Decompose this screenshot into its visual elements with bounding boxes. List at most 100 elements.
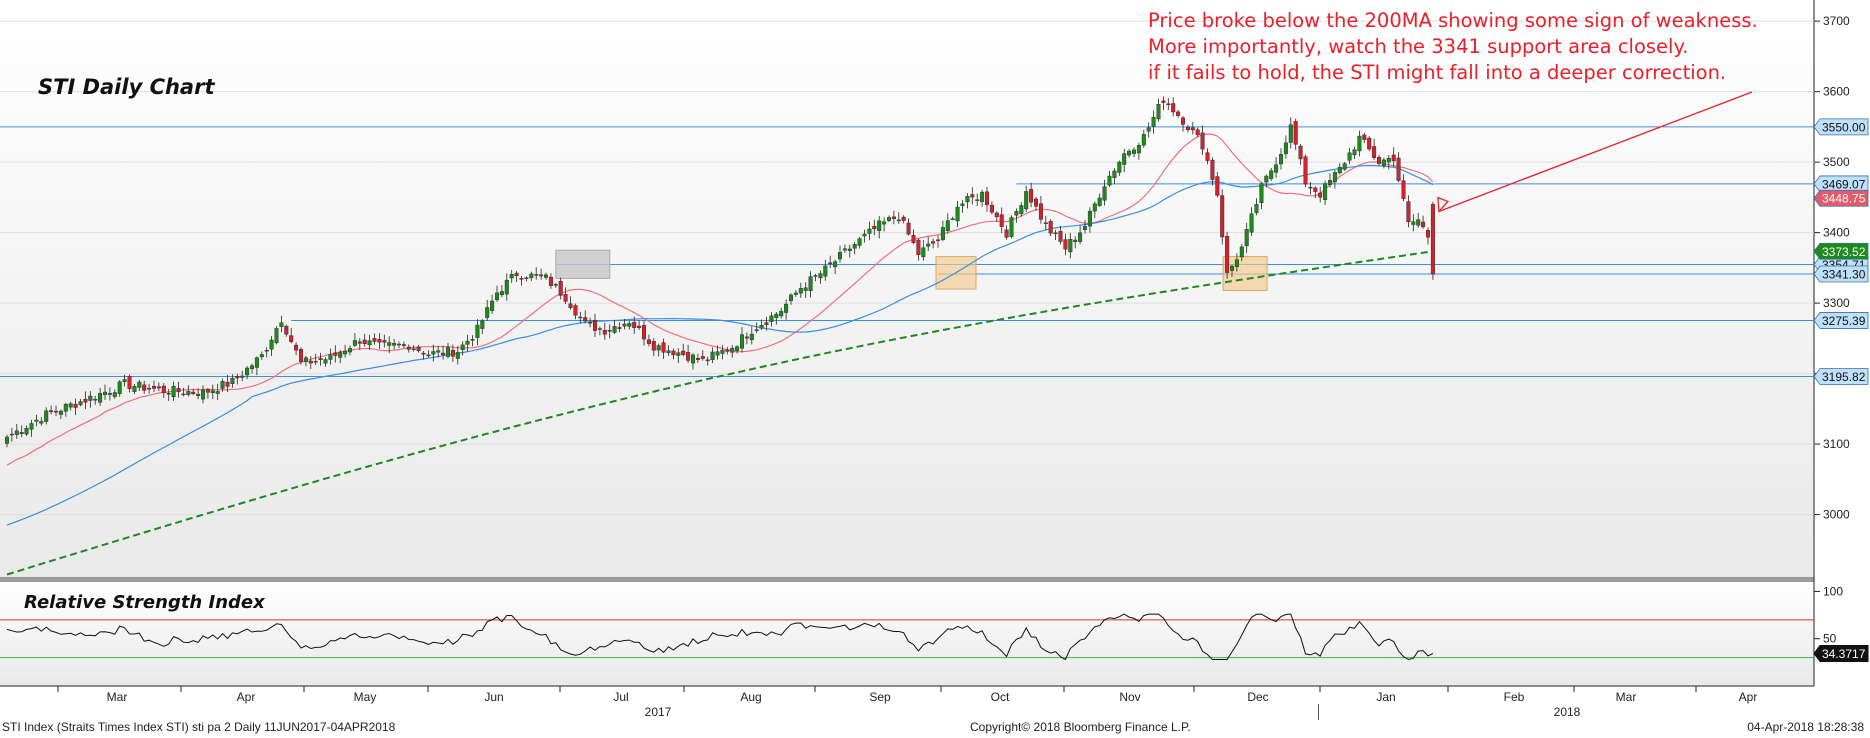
month-label: Jun: [484, 690, 503, 704]
rsi-panel: [0, 613, 1814, 661]
candle-body: [196, 393, 201, 396]
candle-body: [24, 428, 29, 435]
candle-body: [1014, 211, 1019, 216]
candle-body: [1225, 235, 1230, 273]
candle-body: [911, 235, 916, 243]
candle-body: [1288, 124, 1293, 143]
month-label: Jan: [1376, 690, 1395, 704]
ma-line: [6, 133, 1434, 466]
candle-body: [656, 345, 661, 351]
annotation-line-2: More importantly, watch the 3341 support…: [1148, 35, 1688, 58]
candle-body: [323, 359, 328, 364]
candle-body: [362, 339, 367, 344]
candle-body: [725, 349, 730, 352]
candle-body: [1087, 210, 1092, 227]
candle-body: [441, 352, 446, 355]
candle-body: [936, 239, 941, 241]
month-label: Mar: [1616, 690, 1637, 704]
candle-body: [994, 212, 999, 218]
candle-body: [646, 339, 651, 344]
candle-body: [524, 277, 529, 280]
candle-body: [29, 423, 34, 430]
candle-body: [607, 330, 612, 332]
level-label-bg: [1813, 368, 1869, 385]
month-label: Sep: [869, 690, 891, 704]
price-tick-label: 3100: [1823, 437, 1850, 451]
candle-body: [705, 359, 710, 362]
candle-body: [490, 300, 495, 311]
candle-body: [1303, 156, 1308, 185]
candle-body: [813, 275, 818, 277]
candle-body: [1362, 134, 1367, 140]
candle-body: [88, 395, 93, 401]
footer-copyright: Copyright© 2018 Bloomberg Finance L.P.: [970, 720, 1191, 734]
candle-body: [735, 346, 740, 351]
candle-body: [553, 284, 558, 286]
candle-body: [465, 340, 470, 345]
candle-body: [754, 329, 759, 331]
candle-body: [955, 206, 960, 222]
price-tick-label: 3600: [1823, 85, 1850, 99]
candle-body: [548, 276, 553, 286]
candle-body: [1229, 265, 1234, 271]
candle-body: [416, 347, 421, 351]
candle-body: [73, 403, 78, 408]
candle-body: [921, 247, 926, 258]
candle-body: [1176, 111, 1181, 116]
candle-body: [558, 280, 563, 296]
level-label: 3469.07: [1822, 177, 1866, 191]
candle-body: [568, 303, 573, 308]
candle-body: [769, 315, 774, 322]
candle-body: [999, 214, 1004, 227]
ma-line: [6, 250, 1434, 576]
candle-body: [818, 273, 823, 279]
candle-body: [1278, 154, 1283, 165]
candle-body: [940, 227, 945, 240]
candle-body: [681, 350, 686, 355]
candle-body: [137, 381, 142, 388]
candle-body: [1318, 192, 1323, 198]
candle-body: [1019, 205, 1024, 214]
level-label-bg: [1813, 265, 1869, 283]
candle-body: [1180, 117, 1185, 125]
candle-body: [142, 384, 147, 391]
candle-body: [906, 222, 911, 235]
candle-body: [181, 393, 186, 396]
candle-body: [597, 328, 602, 330]
candle-body: [1082, 226, 1087, 230]
candle-body: [661, 342, 666, 353]
candle-body: [245, 367, 250, 376]
candle-body: [117, 381, 122, 394]
candle-body: [1097, 197, 1102, 206]
candle-body: [63, 404, 68, 412]
candle-body: [1033, 198, 1038, 207]
candle-body: [852, 244, 857, 249]
candle-body: [98, 393, 103, 403]
footer-timestamp: 04-Apr-2018 18:28:38: [1747, 720, 1864, 734]
candle-body: [220, 381, 225, 389]
candle-body: [1283, 142, 1288, 155]
candle-body: [862, 233, 867, 237]
candle-body: [803, 287, 808, 291]
candle-body: [602, 329, 607, 335]
candle-body: [1068, 239, 1073, 253]
candle-body: [838, 252, 843, 260]
candle-body: [784, 303, 789, 313]
candle-body: [1416, 219, 1421, 226]
price-tick-label: 3300: [1823, 296, 1850, 310]
candle-body: [793, 292, 798, 295]
candle-body: [1146, 127, 1151, 132]
candle-body: [573, 305, 578, 316]
candle-body: [166, 392, 171, 395]
level-label: 3275.39: [1822, 314, 1866, 328]
candle-body: [127, 376, 132, 389]
candle-body: [1127, 150, 1132, 156]
candle-body: [1244, 229, 1249, 247]
arrow-head: [1437, 196, 1450, 214]
candle-body: [1308, 186, 1313, 189]
candle-body: [186, 391, 191, 395]
candle-body: [1327, 180, 1332, 185]
candle-body: [191, 391, 196, 394]
panel-divider: [0, 577, 1814, 582]
candle-body: [989, 204, 994, 213]
